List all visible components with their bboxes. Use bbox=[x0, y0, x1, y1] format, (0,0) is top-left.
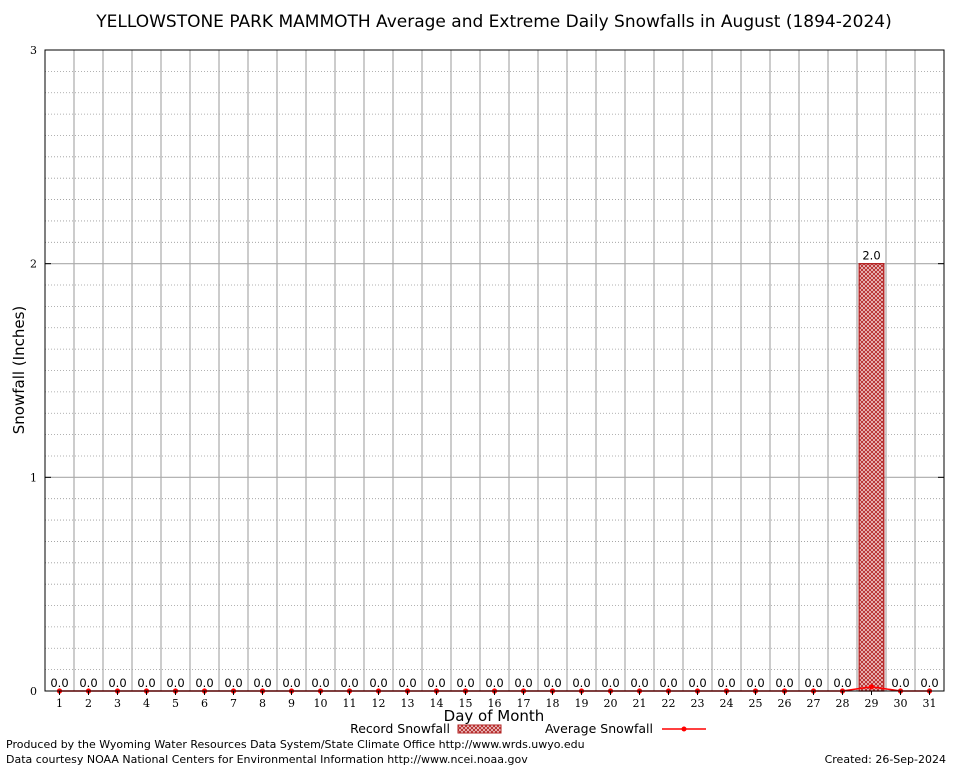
value-label-day-3: 0.0 bbox=[108, 676, 126, 690]
value-label-day-24: 0.0 bbox=[717, 676, 735, 690]
grid bbox=[45, 50, 944, 691]
value-label-day-16: 0.0 bbox=[485, 676, 503, 690]
value-label-day-4: 0.0 bbox=[137, 676, 155, 690]
x-tick-label: 19 bbox=[575, 697, 589, 710]
x-tick-label: 26 bbox=[778, 697, 792, 710]
value-label-day-20: 0.0 bbox=[601, 676, 619, 690]
value-label-day-18: 0.0 bbox=[543, 676, 561, 690]
x-tick-label: 16 bbox=[488, 697, 502, 710]
x-tick-label: 9 bbox=[288, 697, 295, 710]
footer-created: Created: 26-Sep-2024 bbox=[824, 753, 946, 766]
value-label-day-25: 0.0 bbox=[746, 676, 764, 690]
y-tick-label: 2 bbox=[30, 258, 37, 271]
footer-data-source: Data courtesy NOAA National Centers for … bbox=[6, 753, 528, 766]
value-label-day-26: 0.0 bbox=[775, 676, 793, 690]
x-tick-label: 28 bbox=[836, 697, 850, 710]
legend-average-marker bbox=[681, 726, 687, 732]
value-label-day-10: 0.0 bbox=[311, 676, 329, 690]
value-label-day-1: 0.0 bbox=[50, 676, 68, 690]
value-label-day-2: 0.0 bbox=[79, 676, 97, 690]
x-tick-label: 30 bbox=[894, 697, 908, 710]
x-tick-label: 12 bbox=[372, 697, 386, 710]
y-tick-label: 3 bbox=[30, 44, 37, 57]
x-tick-label: 14 bbox=[430, 697, 444, 710]
x-tick-label: 5 bbox=[172, 697, 179, 710]
x-tick-label: 4 bbox=[143, 697, 150, 710]
value-label-day-27: 0.0 bbox=[804, 676, 822, 690]
y-tick-label: 0 bbox=[30, 685, 37, 698]
x-tick-label: 24 bbox=[720, 697, 734, 710]
value-label-day-23: 0.0 bbox=[688, 676, 706, 690]
x-tick-label: 6 bbox=[201, 697, 208, 710]
y-axis-title: Snowfall (Inches) bbox=[10, 306, 28, 434]
x-tick-label: 2 bbox=[85, 697, 92, 710]
value-label-day-31: 0.0 bbox=[920, 676, 938, 690]
x-tick-label: 17 bbox=[517, 697, 531, 710]
record-bar-day-29 bbox=[858, 263, 885, 692]
value-label-day-17: 0.0 bbox=[514, 676, 532, 690]
value-label-day-29: 2.0 bbox=[862, 249, 880, 263]
x-tick-label: 1 bbox=[56, 697, 63, 710]
x-tick-label: 25 bbox=[749, 697, 763, 710]
value-label-day-22: 0.0 bbox=[659, 676, 677, 690]
value-label-day-11: 0.0 bbox=[340, 676, 358, 690]
x-tick-label: 20 bbox=[604, 697, 618, 710]
value-label-day-8: 0.0 bbox=[253, 676, 271, 690]
x-tick-label: 13 bbox=[401, 697, 415, 710]
value-label-day-13: 0.0 bbox=[398, 676, 416, 690]
x-tick-label: 27 bbox=[807, 697, 821, 710]
value-label-day-30: 0.0 bbox=[891, 676, 909, 690]
bar-value-labels: 0.0 0.0 0.0 0.0 0.0 0.0 0.0 0.0 0.0 0.0 0.0 0.0 0.0 0… bbox=[50, 249, 938, 690]
x-tick-label: 3 bbox=[114, 697, 121, 710]
x-tick-label: 22 bbox=[662, 697, 676, 710]
legend-record-label: Record Snowfall bbox=[350, 721, 450, 736]
x-tick-label: 8 bbox=[259, 697, 266, 710]
legend-record-swatch bbox=[457, 724, 502, 734]
x-tick-label: 23 bbox=[691, 697, 705, 710]
value-label-day-6: 0.0 bbox=[195, 676, 213, 690]
x-tick-label: 10 bbox=[314, 697, 328, 710]
plot-frame bbox=[44, 49, 945, 692]
legend-average-label: Average Snowfall bbox=[545, 721, 653, 736]
footer-producer: Produced by the Wyoming Water Resources … bbox=[6, 738, 585, 751]
value-label-day-7: 0.0 bbox=[224, 676, 242, 690]
value-label-day-5: 0.0 bbox=[166, 676, 184, 690]
value-label-day-28: 0.0 bbox=[833, 676, 851, 690]
chart-title: YELLOWSTONE PARK MAMMOTH Average and Ext… bbox=[95, 12, 892, 32]
average-point-day-29 bbox=[868, 684, 875, 690]
value-label-day-14: 0.0 bbox=[427, 676, 445, 690]
value-label-day-19: 0.0 bbox=[572, 676, 590, 690]
value-label-day-9: 0.0 bbox=[282, 676, 300, 690]
y-tick-label: 1 bbox=[30, 471, 37, 484]
record-bars bbox=[858, 263, 885, 692]
x-tick-label: 15 bbox=[459, 697, 473, 710]
value-label-day-15: 0.0 bbox=[456, 676, 474, 690]
x-tick-label: 11 bbox=[343, 697, 357, 710]
x-axis-title: Day of Month bbox=[444, 707, 545, 725]
x-tick-label: 29 bbox=[865, 697, 879, 710]
value-label-day-12: 0.0 bbox=[369, 676, 387, 690]
x-tick-label: 18 bbox=[546, 697, 560, 710]
x-tick-label: 21 bbox=[633, 697, 647, 710]
x-tick-label: 31 bbox=[923, 697, 937, 710]
x-tick-label: 7 bbox=[230, 697, 237, 710]
value-label-day-21: 0.0 bbox=[630, 676, 648, 690]
legend: Record Snowfall Average Snowfall bbox=[350, 721, 706, 736]
